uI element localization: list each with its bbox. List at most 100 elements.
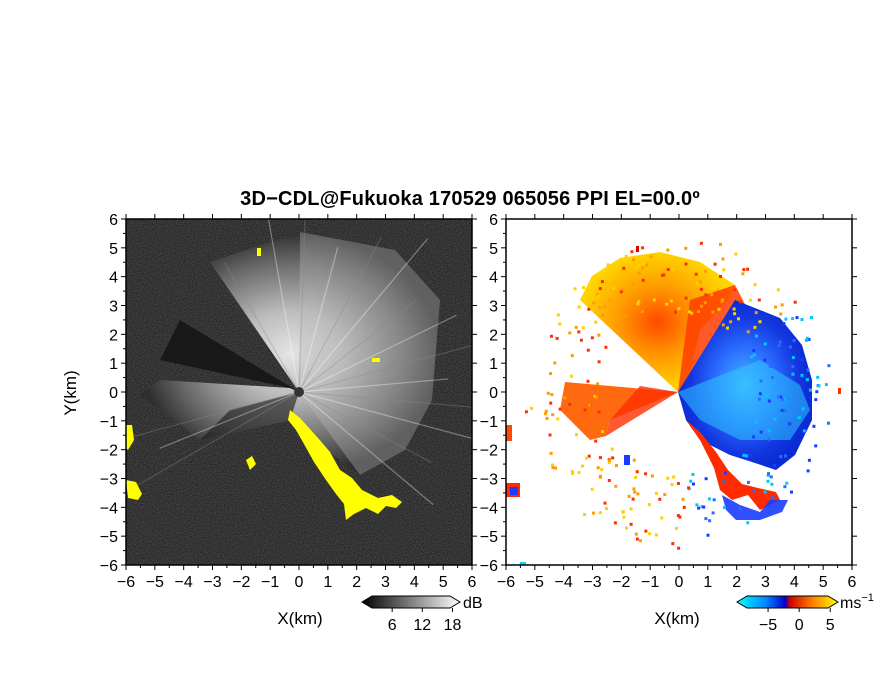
- velocity-axes: −6 −5 −4 −3 −2 −1 0 1 2 3 4 5 6 −6 −5 −4 −3 −2 −1 0 1 2 3 4 5 6: [480, 212, 857, 591]
- velocity-speckle-pixel: [699, 287, 703, 291]
- velocity-speckle-pixel: [765, 394, 769, 398]
- velocity-speckle-pixel: [752, 353, 756, 357]
- velocity-speckle-pixel: [700, 304, 704, 308]
- velocity-speckle-pixel: [666, 476, 670, 480]
- velocity-speckle-pixel: [620, 306, 624, 310]
- velocity-speckle-pixel: [606, 263, 610, 267]
- snr-y-tick-label: 1: [109, 356, 118, 373]
- velocity-x-tick-label: 4: [790, 574, 799, 591]
- velocity-speckle-pixel: [769, 365, 773, 368]
- snr-y-tick-label: 5: [109, 241, 118, 258]
- snr-y-tick-label: −1: [100, 414, 118, 431]
- velocity-speckle-pixel: [558, 407, 562, 411]
- velocity-speckle-pixel: [711, 310, 715, 314]
- velocity-y-tick-label: 1: [489, 356, 498, 373]
- velocity-speckle-pixel: [791, 365, 795, 368]
- velocity-y-tick-label: 3: [489, 299, 498, 316]
- velocity-colorbar: −5 0 5 ms−1: [736, 592, 874, 634]
- velocity-speckle-pixel: [805, 336, 809, 340]
- velocity-speckle-pixel: [788, 345, 792, 349]
- velocity-speckle-pixel: [717, 307, 721, 311]
- velocity-speckle-pixel: [773, 417, 777, 421]
- velocity-speckle: [524, 241, 831, 550]
- velocity-speckle-pixel: [791, 317, 795, 321]
- snr-colorbar: 6 12 18 dB: [361, 595, 483, 634]
- velocity-speckle-pixel: [551, 463, 554, 467]
- velocity-speckle-pixel: [640, 310, 644, 314]
- velocity-speckle-pixel: [624, 314, 628, 318]
- velocity-speckle-pixel: [654, 491, 658, 495]
- velocity-speckle-pixel: [706, 533, 710, 537]
- velocity-speckle-pixel: [770, 482, 774, 486]
- velocity-speckle-pixel: [570, 354, 574, 358]
- snr-y-tick-label: −6: [100, 558, 118, 575]
- velocity-speckle-pixel: [600, 280, 604, 284]
- snr-axes: −6 −5 −4 −3 −2 −1 0 1 2 3 4 5 6 −6 −5 −4 −3 −2 −1 0 1 2 3 4 5 6: [100, 212, 477, 591]
- velocity-speckle-pixel: [736, 448, 740, 452]
- velocity-speckle-pixel: [555, 336, 559, 340]
- snr-x-tick-label: 3: [381, 574, 390, 591]
- velocity-speckle-pixel: [568, 402, 572, 406]
- velocity-y-tick-label: −4: [480, 500, 498, 517]
- snr-beam: [298, 391, 434, 505]
- snr-beam: [298, 238, 429, 393]
- velocity-speckle-pixel: [755, 334, 758, 338]
- velocity-speckle-pixel: [644, 529, 648, 533]
- velocity-speckle-pixel: [590, 487, 594, 491]
- velocity-colorbar-unit: ms−1: [840, 592, 874, 612]
- snr-y-tick-label: −5: [100, 529, 118, 546]
- velocity-speckle-pixel: [611, 286, 615, 290]
- velocity-speckle-pixel: [778, 340, 782, 344]
- velocity-speckle-pixel: [603, 305, 607, 309]
- velocity-speckle-pixel: [817, 384, 821, 388]
- velocity-speckle-pixel: [699, 241, 703, 245]
- velocity-speckle-pixel: [586, 379, 590, 383]
- velocity-speckle-pixel: [625, 304, 629, 308]
- velocity-speckle-pixel: [530, 406, 533, 410]
- velocity-speckle-pixel: [641, 266, 645, 270]
- velocity-speckle-pixel: [783, 485, 787, 489]
- velocity-x-tick-label: −4: [555, 574, 573, 591]
- snr-blocked-sector-1: [160, 320, 299, 392]
- velocity-speckle-pixel: [704, 517, 708, 521]
- velocity-speckle-pixel: [594, 439, 598, 443]
- velocity-speckle-pixel: [570, 374, 574, 378]
- velocity-speckle-pixel: [805, 378, 809, 382]
- velocity-speckle-pixel: [654, 533, 658, 537]
- velocity-speckle-pixel: [666, 268, 670, 271]
- velocity-speckle-pixel: [704, 477, 708, 481]
- velocity-speckle-pixel: [586, 348, 590, 352]
- velocity-speckle-pixel: [635, 537, 639, 541]
- velocity-speckle-pixel: [779, 455, 783, 459]
- velocity-speckle-pixel: [687, 486, 691, 490]
- velocity-speckle-pixel: [766, 440, 770, 444]
- velocity-panel: [506, 219, 852, 565]
- velocity-x-tick-label: 1: [703, 574, 712, 591]
- velocity-speckle-pixel: [748, 298, 752, 302]
- velocity-speckle-pixel: [767, 472, 770, 476]
- velocity-speckle-pixel: [703, 301, 707, 305]
- snr-blocked-sector-2: [200, 392, 299, 440]
- velocity-speckle-pixel: [677, 307, 681, 311]
- velocity-speckle-pixel: [524, 410, 528, 414]
- velocity-speckle-pixel: [815, 390, 819, 394]
- velocity-speckle-pixel: [671, 542, 675, 546]
- velocity-speckle-pixel: [614, 484, 618, 488]
- velocity-speckle-pixel: [732, 307, 736, 311]
- velocity-speckle-pixel: [783, 409, 787, 413]
- velocity-speckle-pixel: [681, 497, 685, 501]
- velocity-speckle-pixel: [575, 433, 578, 437]
- velocity-speckle-pixel: [669, 299, 673, 303]
- velocity-speckle-pixel: [780, 408, 784, 412]
- velocity-speckle-pixel: [767, 399, 771, 403]
- velocity-speckle-pixel: [554, 466, 558, 470]
- velocity-speckle-pixel: [759, 379, 763, 383]
- velocity-speckle-pixel: [752, 435, 756, 439]
- velocity-speckle-pixel: [791, 356, 795, 359]
- velocity-speckle-pixel: [741, 272, 745, 276]
- snr-y-tick-label: −4: [100, 500, 118, 517]
- velocity-speckle-pixel: [783, 353, 787, 357]
- velocity-y-tick-label: 5: [489, 241, 498, 258]
- velocity-speckle-pixel: [574, 325, 578, 329]
- velocity-speckle-pixel: [622, 515, 626, 519]
